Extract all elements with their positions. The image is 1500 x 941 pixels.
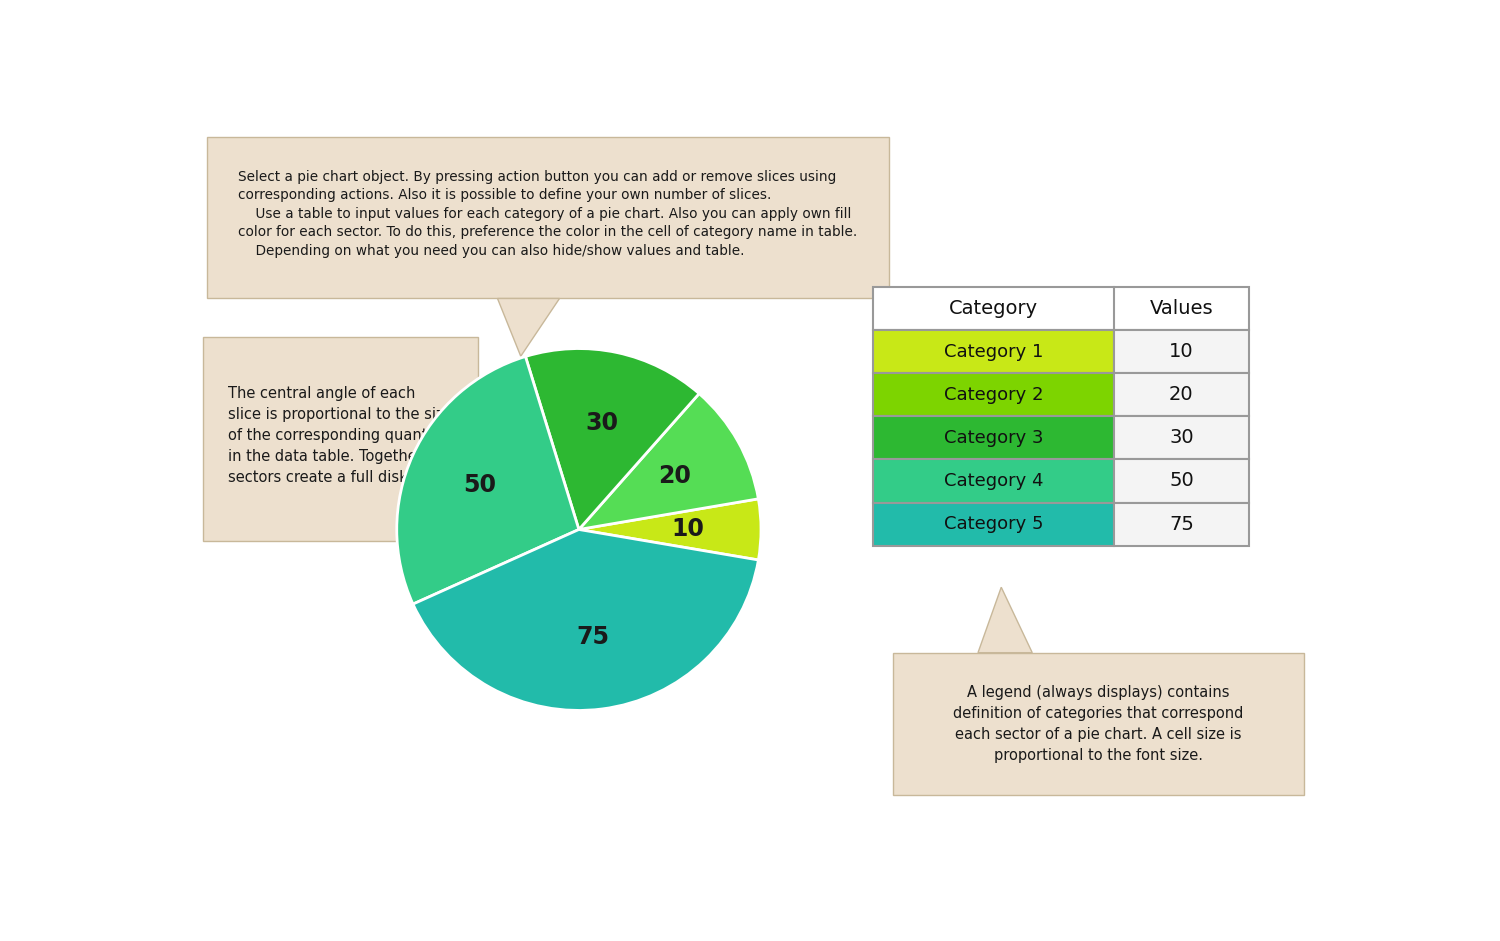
- Text: 75: 75: [576, 625, 609, 649]
- Polygon shape: [978, 587, 1032, 653]
- Text: Select a pie chart object. By pressing action button you can add or remove slice: Select a pie chart object. By pressing a…: [238, 170, 858, 258]
- Text: Category 4: Category 4: [944, 472, 1044, 490]
- Polygon shape: [498, 298, 560, 357]
- FancyBboxPatch shape: [873, 287, 1250, 330]
- FancyBboxPatch shape: [1113, 459, 1250, 502]
- Text: 20: 20: [1168, 385, 1194, 405]
- Text: 50: 50: [1168, 471, 1194, 490]
- Text: Values: Values: [1149, 299, 1214, 318]
- Text: 50: 50: [464, 472, 496, 497]
- FancyBboxPatch shape: [873, 459, 1113, 502]
- Text: Category: Category: [950, 299, 1038, 318]
- FancyBboxPatch shape: [1113, 374, 1250, 416]
- FancyBboxPatch shape: [207, 136, 889, 298]
- Text: 30: 30: [585, 411, 618, 436]
- Text: A legend (always displays) contains
definition of categories that correspond
eac: A legend (always displays) contains defi…: [952, 685, 1244, 763]
- FancyBboxPatch shape: [1113, 502, 1250, 546]
- FancyBboxPatch shape: [892, 653, 1304, 795]
- Wedge shape: [579, 499, 760, 560]
- Text: Category 2: Category 2: [944, 386, 1044, 404]
- Text: The central angle of each
slice is proportional to the size
of the corresponding: The central angle of each slice is propo…: [228, 386, 453, 485]
- Wedge shape: [413, 530, 759, 710]
- FancyBboxPatch shape: [873, 502, 1113, 546]
- FancyBboxPatch shape: [1113, 330, 1250, 374]
- Text: 30: 30: [1168, 428, 1194, 447]
- Text: 10: 10: [672, 518, 705, 541]
- Polygon shape: [478, 433, 528, 471]
- FancyBboxPatch shape: [873, 416, 1113, 459]
- FancyBboxPatch shape: [873, 374, 1113, 416]
- Text: 75: 75: [1168, 515, 1194, 534]
- Text: Category 3: Category 3: [944, 429, 1044, 447]
- Wedge shape: [579, 393, 759, 530]
- Text: Category 1: Category 1: [944, 343, 1042, 360]
- Wedge shape: [398, 357, 579, 604]
- Wedge shape: [525, 348, 699, 530]
- Text: Category 5: Category 5: [944, 515, 1044, 534]
- Text: 20: 20: [658, 465, 690, 488]
- FancyBboxPatch shape: [1113, 416, 1250, 459]
- FancyBboxPatch shape: [873, 330, 1113, 374]
- Text: 10: 10: [1168, 343, 1194, 361]
- FancyBboxPatch shape: [202, 337, 478, 541]
